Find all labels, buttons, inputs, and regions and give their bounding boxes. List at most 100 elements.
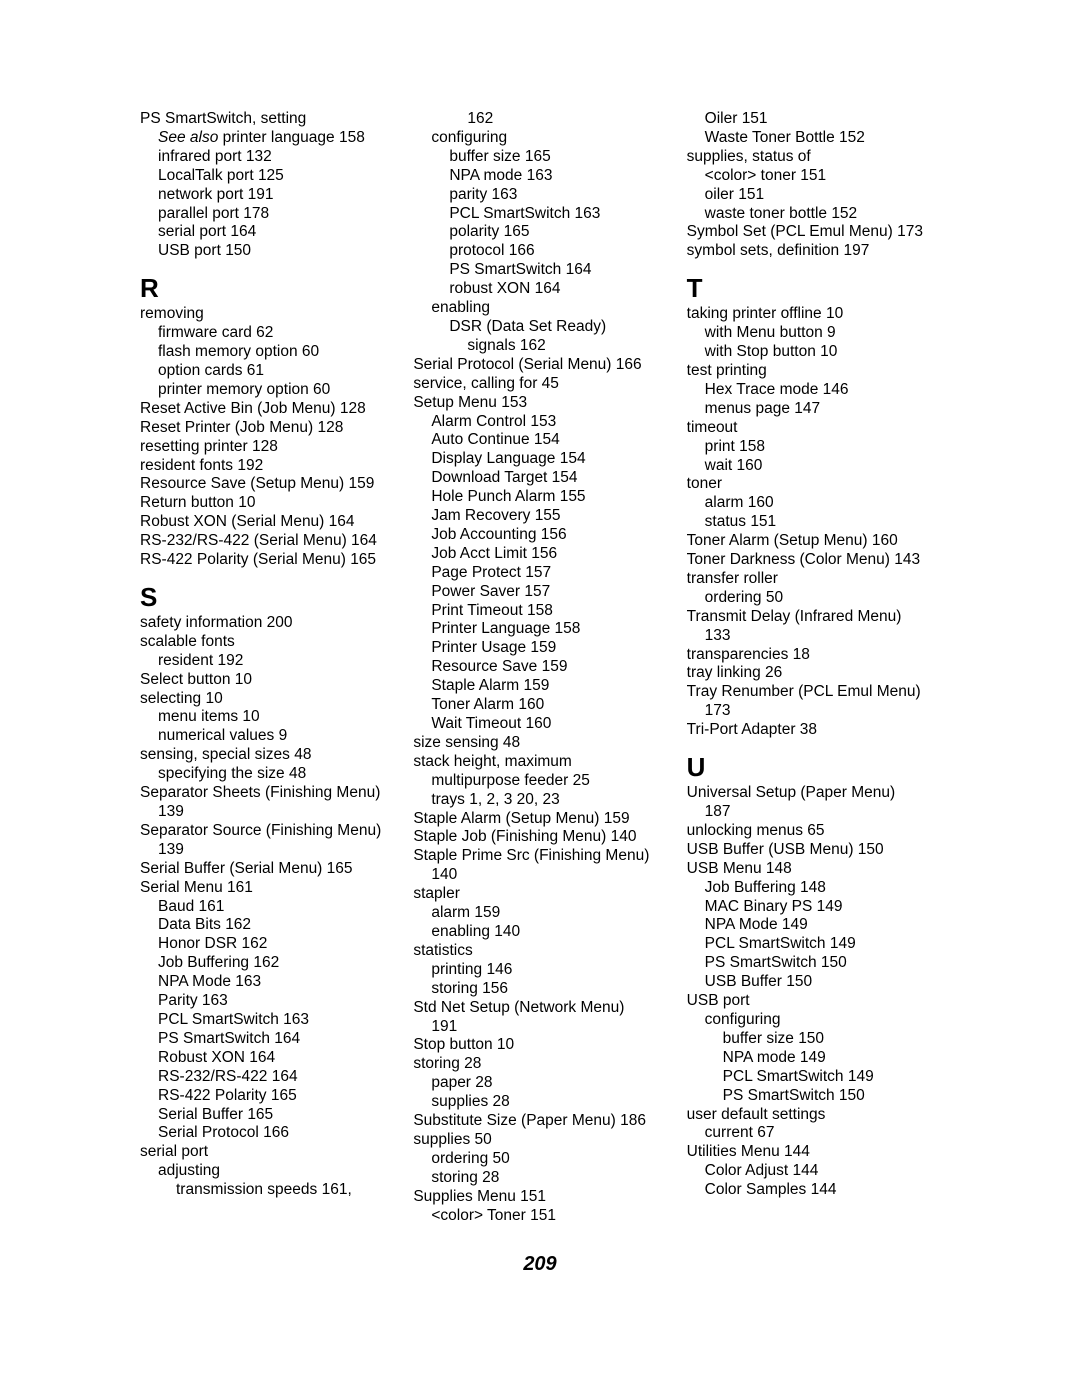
index-entry: oiler 151 [687,186,940,205]
index-entry: Staple Alarm 159 [413,677,666,696]
index-entry: service, calling for 45 [413,375,666,394]
index-entry: parallel port 178 [140,205,393,224]
index-entry: Staple Alarm (Setup Menu) 159 [413,810,666,829]
index-entry: DSR (Data Set Ready) [413,318,666,337]
index-entry: unlocking menus 65 [687,822,940,841]
index-entry: configuring [413,129,666,148]
index-entry: alarm 160 [687,494,940,513]
index-entry: Return button 10 [140,494,393,513]
index-entry: status 151 [687,513,940,532]
index-entry: print 158 [687,438,940,457]
index-entry: option cards 61 [140,362,393,381]
index-column-1: PS SmartSwitch, settingSee also printer … [140,110,393,1225]
index-entry: transmission speeds 161, [140,1181,393,1200]
index-entry: storing 156 [413,980,666,999]
index-entry: scalable fonts [140,633,393,652]
index-entry: Auto Continue 154 [413,431,666,450]
index-entry: Symbol Set (PCL Emul Menu) 173 [687,223,940,242]
index-entry: USB port 150 [140,242,393,261]
index-entry: network port 191 [140,186,393,205]
index-entry: Oiler 151 [687,110,940,129]
index-entry: signals 162 [413,337,666,356]
index-entry: paper 28 [413,1074,666,1093]
index-entry: 187 [687,803,940,822]
index-entry: Jam Recovery 155 [413,507,666,526]
index-entry: RS-232/RS-422 164 [140,1068,393,1087]
index-entry: Hex Trace mode 146 [687,381,940,400]
index-entry: Supplies Menu 151 [413,1188,666,1207]
index-entry: transfer roller [687,570,940,589]
index-entry: current 67 [687,1124,940,1143]
index-entry: Job Buffering 162 [140,954,393,973]
index-entry: flash memory option 60 [140,343,393,362]
index-entry: USB port [687,992,940,1011]
index-entry: protocol 166 [413,242,666,261]
index-entry: Staple Job (Finishing Menu) 140 [413,828,666,847]
index-entry: 133 [687,627,940,646]
page-number: 209 [140,1253,940,1276]
index-entry: Display Language 154 [413,450,666,469]
index-entry: sensing, special sizes 48 [140,746,393,765]
index-entry: supplies, status of [687,148,940,167]
index-entry: buffer size 165 [413,148,666,167]
index-entry: menus page 147 [687,400,940,419]
index-entry: parity 163 [413,186,666,205]
index-entry: test printing [687,362,940,381]
index-columns: PS SmartSwitch, settingSee also printer … [140,110,940,1225]
index-entry: Utilities Menu 144 [687,1143,940,1162]
index-entry: NPA Mode 163 [140,973,393,992]
index-entry: taking printer offline 10 [687,305,940,324]
index-entry: symbol sets, definition 197 [687,242,940,261]
index-entry: supplies 50 [413,1131,666,1150]
index-entry: stapler [413,885,666,904]
index-entry: Job Acct Limit 156 [413,545,666,564]
index-entry: PS SmartSwitch 150 [687,1087,940,1106]
index-entry: multipurpose feeder 25 [413,772,666,791]
index-entry: with Menu button 9 [687,324,940,343]
index-entry: 191 [413,1018,666,1037]
index-entry: Transmit Delay (Infrared Menu) [687,608,940,627]
index-entry: <color> Toner 151 [413,1207,666,1226]
index-entry: 173 [687,702,940,721]
index-entry: See also printer language 158 [140,129,393,148]
index-entry: Stop button 10 [413,1036,666,1055]
index-entry: Job Accounting 156 [413,526,666,545]
index-entry: serial port 164 [140,223,393,242]
index-entry: Color Samples 144 [687,1181,940,1200]
section-letter: U [687,754,940,780]
index-entry: Download Target 154 [413,469,666,488]
index-entry: USB Buffer 150 [687,973,940,992]
index-entry: supplies 28 [413,1093,666,1112]
index-entry: trays 1, 2, 3 20, 23 [413,791,666,810]
index-column-2: 162configuringbuffer size 165NPA mode 16… [413,110,666,1225]
index-entry: Job Buffering 148 [687,879,940,898]
index-entry: Printer Usage 159 [413,639,666,658]
index-entry: robust XON 164 [413,280,666,299]
index-entry: USB Buffer (USB Menu) 150 [687,841,940,860]
index-entry: 140 [413,866,666,885]
index-entry: waste toner bottle 152 [687,205,940,224]
index-entry: Serial Buffer (Serial Menu) 165 [140,860,393,879]
index-entry: Page Protect 157 [413,564,666,583]
index-entry: RS-232/RS-422 (Serial Menu) 164 [140,532,393,551]
index-entry: Reset Active Bin (Job Menu) 128 [140,400,393,419]
index-entry: printer memory option 60 [140,381,393,400]
index-entry: LocalTalk port 125 [140,167,393,186]
index-entry: Waste Toner Bottle 152 [687,129,940,148]
index-entry: PCL SmartSwitch 163 [413,205,666,224]
index-entry: firmware card 62 [140,324,393,343]
index-entry: Serial Menu 161 [140,879,393,898]
index-entry: Serial Protocol (Serial Menu) 166 [413,356,666,375]
index-entry: Wait Timeout 160 [413,715,666,734]
index-entry: selecting 10 [140,690,393,709]
index-entry: storing 28 [413,1055,666,1074]
index-entry: Power Saver 157 [413,583,666,602]
index-entry: PS SmartSwitch 164 [413,261,666,280]
index-entry: enabling [413,299,666,318]
index-entry: 139 [140,803,393,822]
index-entry: Data Bits 162 [140,916,393,935]
index-entry: PCL SmartSwitch 149 [687,935,940,954]
index-entry: Separator Source (Finishing Menu) [140,822,393,841]
index-entry: ordering 50 [413,1150,666,1169]
index-entry: Baud 161 [140,898,393,917]
